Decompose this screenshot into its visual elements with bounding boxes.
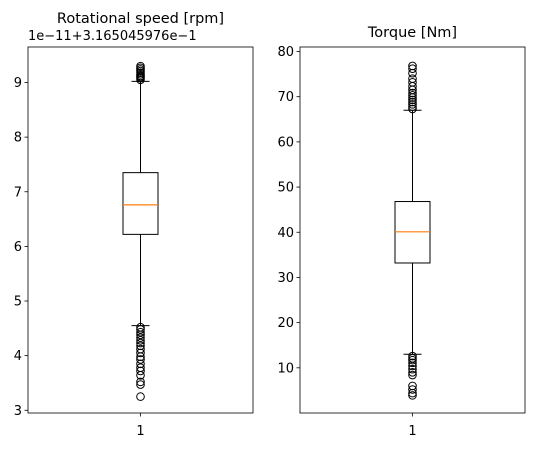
outlier-point [408,61,417,71]
chart-title: Torque [Nm] [367,25,457,41]
outlier-point [408,364,417,374]
outlier-point [408,102,417,111]
outlier-point [408,104,417,114]
outlier-point [408,355,417,365]
outlier-point [136,338,145,348]
y-tick-label: 20 [277,316,294,331]
outlier-point [136,61,145,71]
outlier-point [408,361,417,371]
outlier-point [136,327,145,337]
y-tick-label: 6 [14,240,22,255]
outlier-point [408,385,417,394]
outlier-point [136,336,145,345]
y-tick-label: 10 [277,361,294,376]
outlier-point [408,91,417,100]
outlier-point [136,348,145,358]
outlier-point [408,370,417,380]
outlier-point [136,330,145,340]
y-tick-label: 5 [14,295,22,310]
outlier-point [408,358,417,368]
outlier-point [136,366,145,376]
outlier-point [408,100,417,109]
y-tick-label: 50 [277,181,294,196]
y-tick-label: 3 [14,404,22,419]
outlier-point [136,325,145,334]
chart-title: Rotational speed [rpm] [57,11,224,27]
y-tick-label: 60 [277,135,294,150]
outlier-point [408,64,417,73]
iqr-box [122,172,159,235]
y-tick-label: 8 [14,131,22,146]
outlier-point [408,77,417,87]
x-tick-label: 1 [408,424,416,439]
torque-panel: 10 20 30 40 50 60 70 80 1 Torque [Nm] [277,25,526,439]
outlier-point [136,333,145,342]
y-tick-label: 80 [277,45,294,60]
y-tick-label: 9 [14,76,22,91]
y-tick-label: 40 [277,226,294,241]
outlier-point [136,355,145,364]
y-tick-label: 30 [277,271,294,286]
y-tick-label: 70 [277,90,294,105]
y-tick-label: 4 [14,349,22,364]
outlier-point [136,371,145,380]
outlier-point [408,74,417,83]
y-tick-label: 7 [14,185,22,200]
outlier-point [136,380,145,389]
outlier-point [408,351,417,361]
outlier-point [408,391,417,400]
outlier-point [136,377,145,387]
rotational-speed-panel: 3 4 5 6 7 8 9 1 Rotational speed [rpm] 1e−11+3.16… [14,11,254,439]
outlier-point [408,388,417,398]
outlier-point [408,95,417,105]
outlier-point [136,392,145,401]
x-tick-label: 1 [136,424,144,439]
outlier-point [408,97,417,107]
axis-offset-label: 1e−11+3.165045976e−1 [28,29,197,44]
outlier-point [408,88,417,98]
outlier-point [408,368,417,377]
